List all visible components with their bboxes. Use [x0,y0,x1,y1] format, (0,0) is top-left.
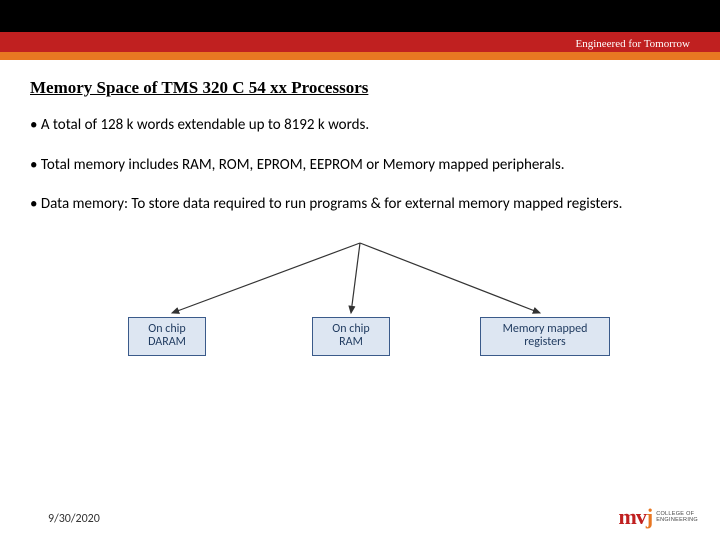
node-label: DARAM [148,335,186,349]
header-orange-bar [0,52,720,60]
node-daram: On chip DARAM [128,317,206,357]
footer-date: 9/30/2020 [48,512,100,526]
slide-content: Memory Space of TMS 320 C 54 xx Processo… [0,60,720,365]
logo-mark: mvj [619,504,653,530]
header-red-bar: Engineered for Tomorrow [0,32,720,52]
node-label: RAM [339,335,363,349]
node-label: registers [524,335,566,349]
header-black-bar [0,0,720,32]
logo-j: j [646,504,652,529]
node-ram: On chip RAM [312,317,390,357]
node-label: Memory mapped [503,322,588,336]
memory-tree-diagram: On chip DARAM On chip RAM Memory mapped … [80,235,640,365]
logo-m: m [619,504,636,529]
logo-v: v [636,504,646,529]
bullet-2: • Total memory includes RAM, ROM, EPROM,… [30,156,690,176]
logo-line2: ENGINEERING [656,517,698,523]
logo-text: COLLEGE OF ENGINEERING [656,511,698,523]
tagline: Engineered for Tomorrow [576,38,691,50]
bullet-1: • A total of 128 k words extendable up t… [30,116,690,136]
slide-title: Memory Space of TMS 320 C 54 xx Processo… [30,78,690,98]
node-label: On chip [332,322,369,336]
bullet-3: • Data memory: To store data required to… [30,195,690,215]
node-label: On chip [148,322,185,336]
footer-logo: mvj COLLEGE OF ENGINEERING [619,504,698,530]
node-mmr: Memory mapped registers [480,317,610,357]
